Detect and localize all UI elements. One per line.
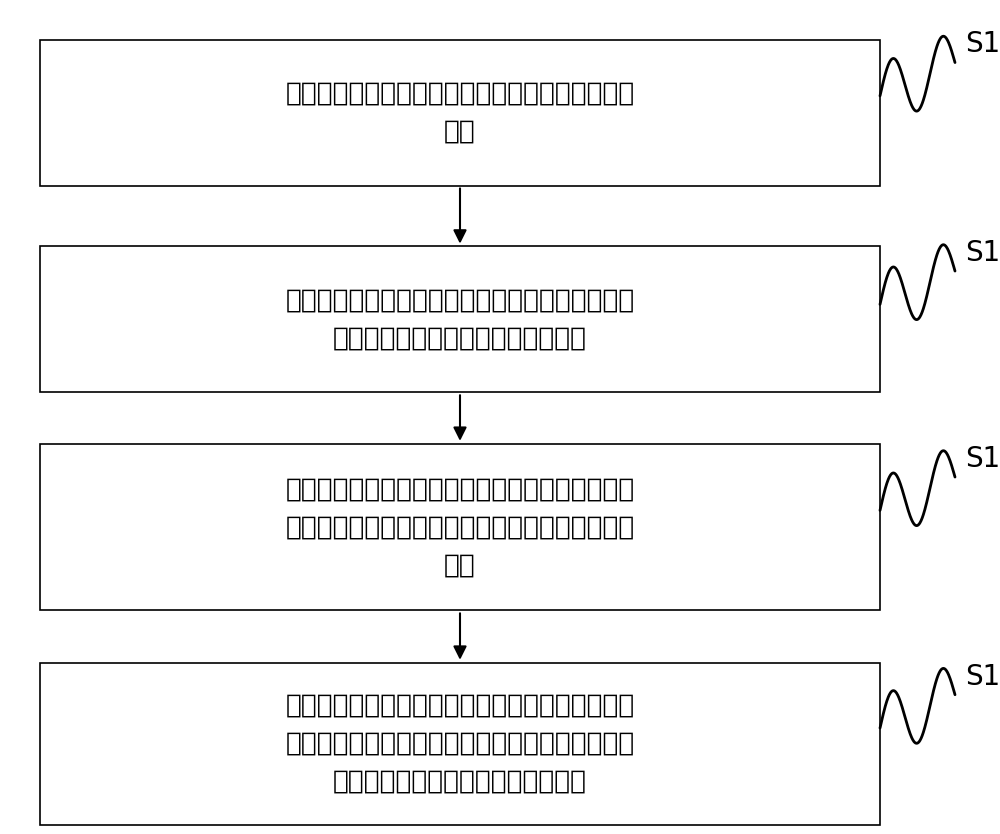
Text: S14: S14: [965, 662, 1000, 691]
Text: S11: S11: [965, 30, 1000, 58]
Text: 若列车运行模式为第二运行模式，则按照预设的起
车模式控制列车起车，预设的起车模式中机车空气
制动和车辆空气制动的缓解时序不同: 若列车运行模式为第二运行模式，则按照预设的起 车模式控制列车起车，预设的起车模式…: [285, 693, 635, 795]
Text: 若货运列车运行模式为第一运行模式，则根据货运
列车当前位置的坡度值确定起车模式: 若货运列车运行模式为第一运行模式，则根据货运 列车当前位置的坡度值确定起车模式: [285, 288, 635, 351]
Text: S13: S13: [965, 445, 1000, 473]
Bar: [40, 662, 880, 826]
Text: 根据货运列车监控数据，确定当前的货运列车运行
模式: 根据货运列车监控数据，确定当前的货运列车运行 模式: [285, 81, 635, 144]
Text: 按照确定的起车模式控制货运列车起车，确定的起
车模式中机车空气制动和车辆空气制动的缓解时序
不同: 按照确定的起车模式控制货运列车起车，确定的起 车模式中机车空气制动和车辆空气制动…: [285, 476, 635, 578]
Bar: [40, 444, 880, 610]
Bar: [40, 247, 880, 393]
Text: S12: S12: [965, 239, 1000, 267]
Bar: [40, 40, 880, 186]
